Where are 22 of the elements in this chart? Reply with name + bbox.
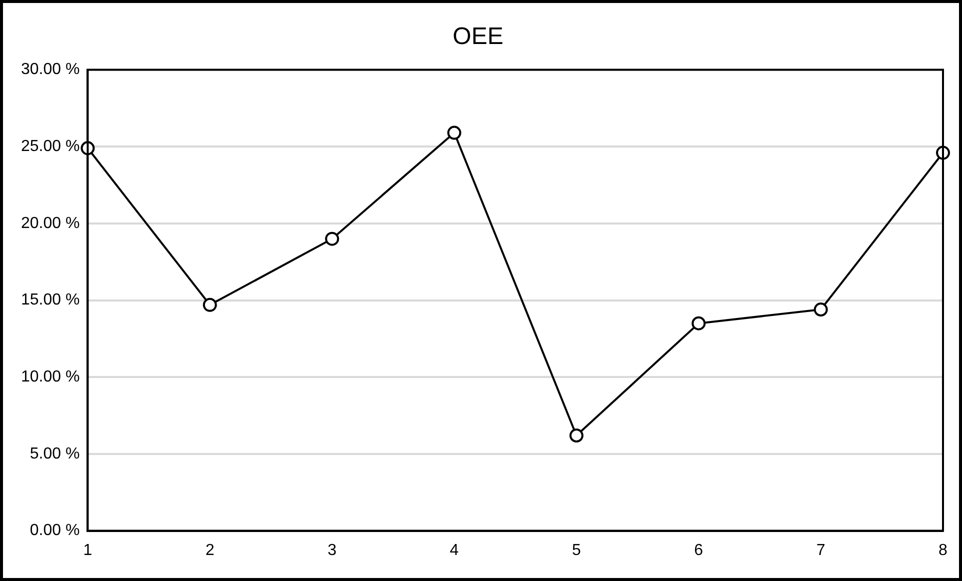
point [325,232,340,246]
point [814,302,828,317]
x-tick-label: 8 [938,542,948,559]
y-tick-label: 5.00 % [30,445,80,462]
y-tick-label: 0.00 % [30,522,80,540]
point [692,316,706,330]
point [447,126,462,140]
chart-title: OEE [452,23,504,50]
point [202,298,217,312]
point [569,428,584,443]
x-tick-label: 2 [205,542,214,559]
y-tick-label: 20.00 % [20,214,80,232]
y-tick-label: 10.00 % [20,368,80,386]
x-tick-label: 5 [572,542,581,559]
x-tick-label: 7 [816,542,826,559]
y-tick-label: 30.00 % [20,61,80,78]
y-tick-label: 15.00 % [20,292,80,309]
x-tick-label: 1 [83,542,92,559]
x-tick-label: 4 [450,542,459,559]
y-tick-label: 25.00 % [20,138,80,156]
x-tick-label: 6 [694,542,704,559]
x-tick-label: 3 [328,542,337,559]
